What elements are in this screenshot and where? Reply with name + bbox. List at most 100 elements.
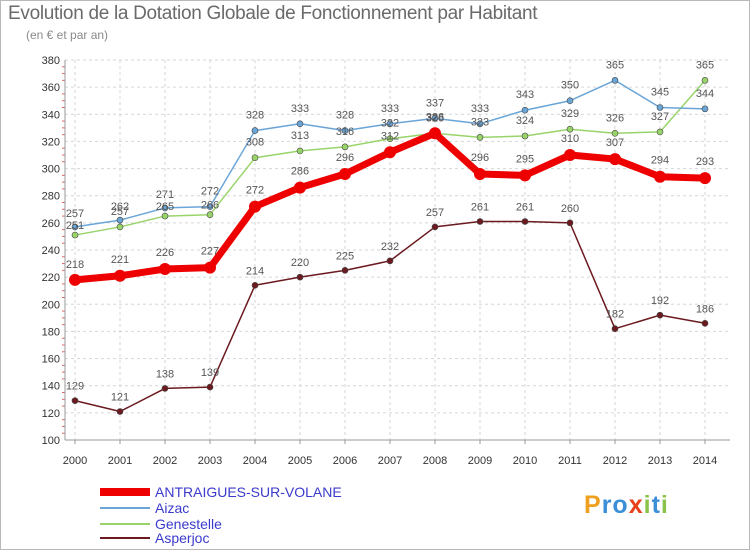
data-point-asperjoc: [611, 325, 619, 333]
data-point-genestelle: [386, 135, 394, 143]
legend: ANTRAIGUES-SUR-VOLANEAizacGenestelleAspe…: [100, 484, 342, 546]
data-point-antraigues-sur-volane: [339, 168, 351, 180]
data-label-aizac: 344: [696, 88, 714, 100]
data-label-asperjoc: 121: [111, 392, 129, 404]
data-point-aizac: [251, 127, 259, 134]
data-label-antraigues-sur-volane: 295: [516, 153, 534, 165]
y-tick-label: 160: [42, 354, 60, 366]
x-tick-label: 2005: [288, 455, 312, 467]
data-point-genestelle: [701, 77, 709, 84]
data-label-aizac: 350: [561, 80, 579, 92]
x-tick-label: 2001: [108, 455, 132, 467]
chart-title: Evolution de la Dotation Globale de Fonc…: [8, 3, 538, 24]
data-point-aizac: [431, 115, 439, 122]
x-tick-label: 2011: [558, 455, 582, 467]
data-point-asperjoc: [71, 397, 79, 404]
data-label-antraigues-sur-volane: 310: [561, 133, 579, 145]
chart-subtitle: (en € et par an): [26, 28, 109, 42]
data-point-aizac: [341, 127, 349, 134]
legend-label: Aizac: [155, 500, 189, 516]
data-point-genestelle: [251, 154, 259, 162]
data-point-asperjoc: [296, 273, 304, 281]
data-point-genestelle: [116, 223, 124, 231]
data-label-antraigues-sur-volane: 296: [336, 152, 354, 164]
data-point-asperjoc: [701, 319, 709, 327]
data-label-antraigues-sur-volane: 312: [381, 130, 399, 142]
data-label-antraigues-sur-volane: 272: [246, 185, 264, 197]
data-point-asperjoc: [476, 218, 484, 225]
data-point-genestelle: [161, 212, 169, 220]
data-point-antraigues-sur-volane: [654, 170, 666, 183]
logo-letter: x: [628, 491, 644, 519]
data-label-genestelle: 265: [156, 201, 174, 213]
y-tick-label: 140: [42, 381, 60, 393]
data-point-aizac: [476, 120, 484, 128]
data-point-aizac: [611, 77, 619, 84]
data-label-antraigues-sur-volane: 226: [156, 247, 174, 259]
data-point-genestelle: [521, 132, 529, 140]
data-point-antraigues-sur-volane: [159, 263, 171, 275]
data-label-genestelle: 308: [246, 137, 264, 149]
data-point-asperjoc: [251, 281, 259, 289]
x-tick-label: 2009: [468, 455, 492, 467]
data-label-genestelle: 316: [336, 126, 354, 138]
data-label-asperjoc: 261: [471, 202, 489, 214]
data-point-antraigues-sur-volane: [69, 273, 81, 286]
data-label-antraigues-sur-volane: 227: [201, 246, 219, 258]
data-label-genestelle: 365: [696, 59, 714, 71]
data-label-layer: 129 121 138 139 214 220 225 232 257 261 261 260 182 1…: [66, 59, 714, 403]
data-label-aizac: 333: [381, 103, 399, 115]
data-point-genestelle: [611, 129, 619, 137]
logo-letter: r: [601, 491, 613, 519]
data-label-genestelle: 327: [651, 111, 669, 123]
x-tick-label: 2013: [648, 455, 672, 467]
data-point-antraigues-sur-volane: [429, 127, 441, 140]
data-point-aizac: [161, 204, 169, 212]
data-label-antraigues-sur-volane: 293: [696, 156, 714, 168]
data-point-asperjoc: [386, 257, 394, 265]
data-label-genestelle: 329: [561, 108, 579, 120]
x-tick-label: 2008: [423, 455, 447, 467]
x-tick-label: 2012: [603, 455, 627, 467]
data-label-aizac: 328: [336, 110, 354, 122]
data-label-asperjoc: 182: [606, 309, 624, 321]
y-tick-label: 260: [42, 218, 60, 230]
data-point-aizac: [116, 216, 124, 224]
data-label-antraigues-sur-volane: 296: [471, 152, 489, 164]
data-label-genestelle: 313: [291, 130, 309, 142]
logo-letter: i: [643, 491, 652, 519]
data-label-asperjoc: 129: [66, 381, 84, 393]
data-point-aizac: [71, 223, 79, 231]
y-tick-label: 320: [42, 136, 60, 148]
y-tick-label: 360: [42, 82, 60, 94]
data-point-antraigues-sur-volane: [474, 168, 486, 180]
data-point-genestelle: [341, 143, 349, 151]
data-point-genestelle: [71, 231, 79, 239]
data-label-asperjoc: 186: [696, 303, 714, 315]
data-point-asperjoc: [521, 218, 529, 225]
data-label-antraigues-sur-volane: 326: [426, 111, 444, 123]
data-label-aizac: 337: [426, 97, 444, 109]
data-label-aizac: 328: [246, 110, 264, 122]
data-label-asperjoc: 138: [156, 368, 174, 380]
data-label-genestelle: 257: [111, 206, 129, 218]
data-label-asperjoc: 261: [516, 202, 534, 214]
data-label-aizac: 271: [156, 189, 174, 201]
x-tick-label: 2002: [153, 455, 177, 467]
y-tick-label: 180: [42, 326, 60, 338]
data-label-antraigues-sur-volane: 286: [291, 166, 309, 178]
y-tick-label: 280: [42, 191, 60, 203]
grid-layer: [65, 59, 730, 441]
data-label-asperjoc: 257: [426, 207, 444, 219]
data-label-asperjoc: 192: [651, 295, 669, 307]
data-label-aizac: 333: [291, 103, 309, 115]
data-label-aizac: 343: [516, 89, 534, 101]
x-tick-label: 2006: [333, 455, 357, 467]
data-label-asperjoc: 220: [291, 257, 309, 269]
x-tick-label: 2000: [63, 455, 87, 467]
x-tick-label: 2003: [198, 455, 222, 467]
y-tick-label: 220: [42, 272, 60, 284]
y-tick-label: 340: [42, 109, 60, 121]
data-point-genestelle: [476, 134, 484, 141]
series-layer: [69, 77, 711, 415]
